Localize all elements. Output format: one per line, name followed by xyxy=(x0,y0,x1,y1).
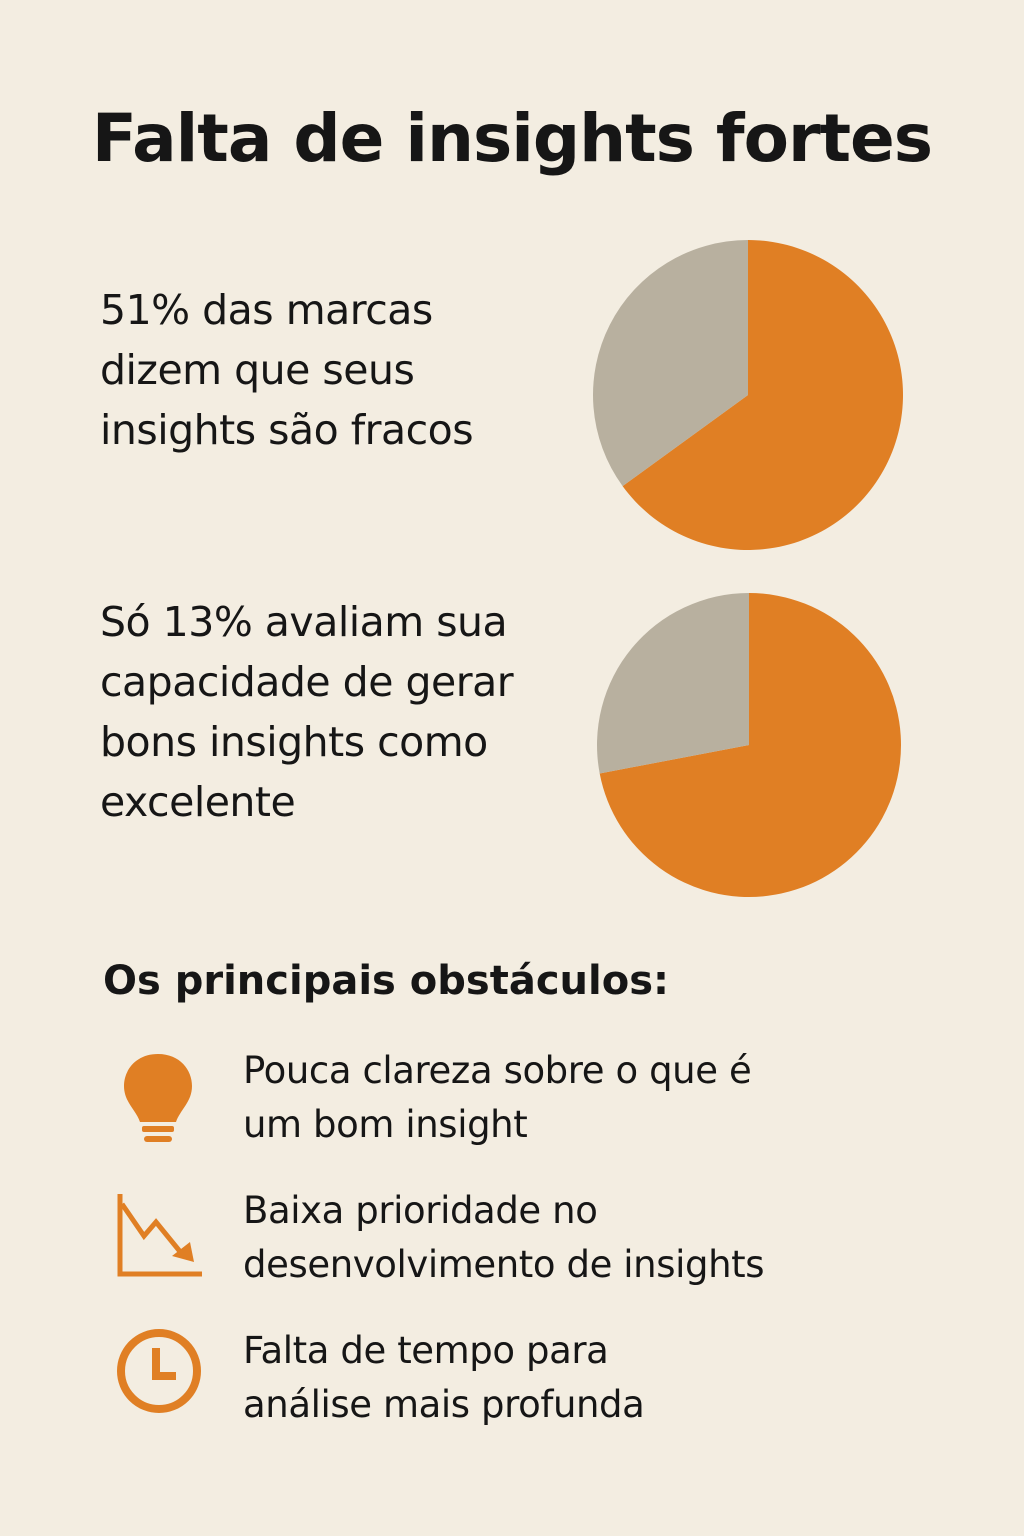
section-heading: Os principais obstáculos: xyxy=(103,958,669,1004)
decline-icon xyxy=(117,1194,202,1277)
stat-caption: 51% das marcas dizem que seus insights s… xyxy=(100,286,474,454)
obstacle-text: Falta de tempo para análise mais profund… xyxy=(243,1329,645,1426)
bulb-icon xyxy=(124,1054,192,1142)
pie-slice xyxy=(597,593,749,774)
clock-icon xyxy=(117,1329,201,1413)
pie-charts xyxy=(593,240,904,897)
obstacle-text: Baixa prioridade no desenvolvimento de i… xyxy=(243,1189,765,1286)
title: Falta de insights fortes xyxy=(91,100,933,177)
obstacle-text: Pouca clareza sobre o que é um bom insig… xyxy=(243,1049,752,1146)
pie-slice xyxy=(593,240,748,487)
pie-slice xyxy=(622,240,904,550)
pie-slice xyxy=(599,593,902,897)
stat-caption: Só 13% avaliam sua capacidade de gerar b… xyxy=(100,598,514,826)
